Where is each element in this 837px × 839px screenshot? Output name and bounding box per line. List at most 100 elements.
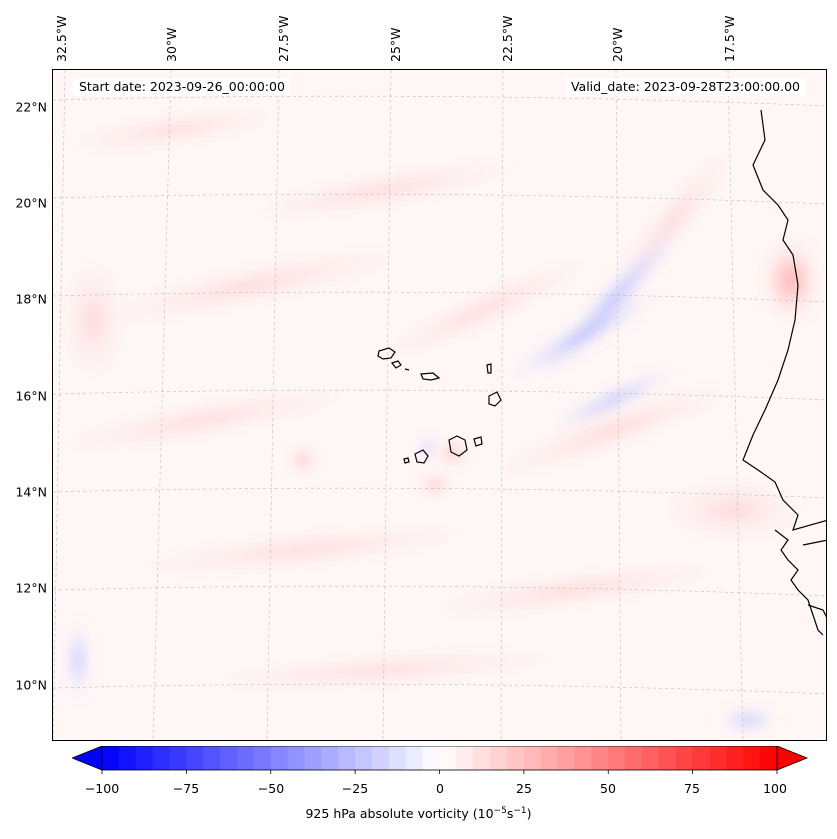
map-panel[interactable]: Start date: 2023-09-26_00:00:00 Valid_da… [52,69,827,741]
colorbar-segment [338,746,356,770]
colorbar-segment [102,746,120,770]
colorbar-extend-right [776,746,809,771]
pink-streak [96,247,410,323]
colorbar-segment [405,746,424,770]
red-spot [291,448,315,472]
colorbar-segment [388,746,407,770]
colorbar-segment [675,746,694,770]
lat-label: 18°N [15,291,47,307]
colorbar-segment [743,746,761,770]
colorbar-segment [220,746,238,770]
vorticity-map [53,70,826,740]
lat-label: 16°N [15,388,47,404]
colorbar-segment [270,746,289,770]
colorbar-segment [203,746,221,770]
vorticity-field [55,109,821,730]
colorbar-segment [625,746,643,770]
africa-coastline [742,109,826,636]
colorbar-tick-label: −75 [172,781,200,796]
colorbar-ticks [101,770,778,774]
lon-label: 30°W [164,27,179,62]
cape-verde-islands [377,347,502,464]
colorbar-segment [709,746,727,770]
colorbar-segment [304,746,322,770]
colorbar-segment [152,746,170,770]
lat-label: 22°N [15,99,47,115]
colorbar-segment [507,746,525,770]
graticule [53,70,826,740]
lon-label: 22.5°W [500,15,515,62]
pink-streak [55,389,351,451]
colorbar-tick-label: 0 [436,781,444,796]
colorbar-extend-left [72,746,103,771]
lon-label: 32.5°W [54,15,69,62]
colorbar-segment [253,746,272,770]
colorbar-segment [372,746,390,770]
island [390,360,402,369]
red-spot [761,238,821,322]
colorbar-tick-label: 25 [516,781,532,796]
island [420,372,441,381]
island [404,368,410,371]
colorbar-segment [523,746,542,770]
africa-coastline [802,539,826,546]
colorbar-segment [321,746,339,770]
colorbar-tick-label: −50 [257,781,285,796]
lat-label: 14°N [15,484,47,500]
island [377,347,396,360]
lon-label: 20°W [610,27,625,62]
colorbar-segment [456,746,474,770]
island [414,449,429,464]
colorbar-segment [692,746,710,770]
colorbar-tick-label: −25 [341,781,369,796]
island [473,436,483,447]
lon-label: 17.5°W [722,15,737,62]
pink-streak [133,526,473,574]
colorbar-segment [658,746,677,770]
colorbar-segment [118,746,137,770]
island [488,391,502,407]
island [486,363,492,374]
colorbar-segment [135,746,154,770]
colorbar-segment [186,746,204,770]
colorbar-segment [169,746,187,770]
red-spot [421,475,449,495]
colorbar-segment [591,746,609,770]
lat-label: 20°N [15,195,47,211]
colorbar-segment [574,746,592,770]
colorbar-segment [287,746,305,770]
colorbar-tick-label: 50 [600,781,616,796]
colorbar-segment [237,746,255,770]
colorbar-tick-label: 100 [763,781,787,796]
colorbar-segment [473,746,491,770]
colorbar-segment [540,746,559,770]
colorbar-segment [557,746,575,770]
colorbar-segment [422,746,440,770]
pink-streak [424,563,722,617]
lon-label: 27.5°W [276,15,291,62]
colorbar-segment [726,746,744,770]
start-date-label: Start date: 2023-09-26_00:00:00 [73,78,291,96]
lat-label: 12°N [15,580,47,596]
island [448,435,468,457]
blue-band [504,288,662,382]
coastline [742,109,826,636]
colorbar-segment [439,746,457,770]
pink-streak [374,257,592,363]
valid-date-label: Valid_date: 2023-09-28T23:00:00.00 [564,78,806,96]
colorbar-tick-label: −100 [84,781,120,796]
pink-streak [663,480,803,540]
pink-streak [63,260,123,380]
colorbar-segment [490,746,508,770]
colorbar-tick-label: 75 [684,781,700,796]
colorbar [72,746,809,774]
colorbar-label: 925 hPa absolute vorticity (10−5s−1) [305,806,532,822]
blue-patch [68,620,88,700]
blue-patch [718,710,778,730]
blue-band [549,369,677,431]
pink-streak [490,382,736,478]
pink-streak [203,651,563,689]
colorbar-segment [760,746,778,770]
pink-streak [245,161,521,219]
lon-label: 25°W [388,27,403,62]
